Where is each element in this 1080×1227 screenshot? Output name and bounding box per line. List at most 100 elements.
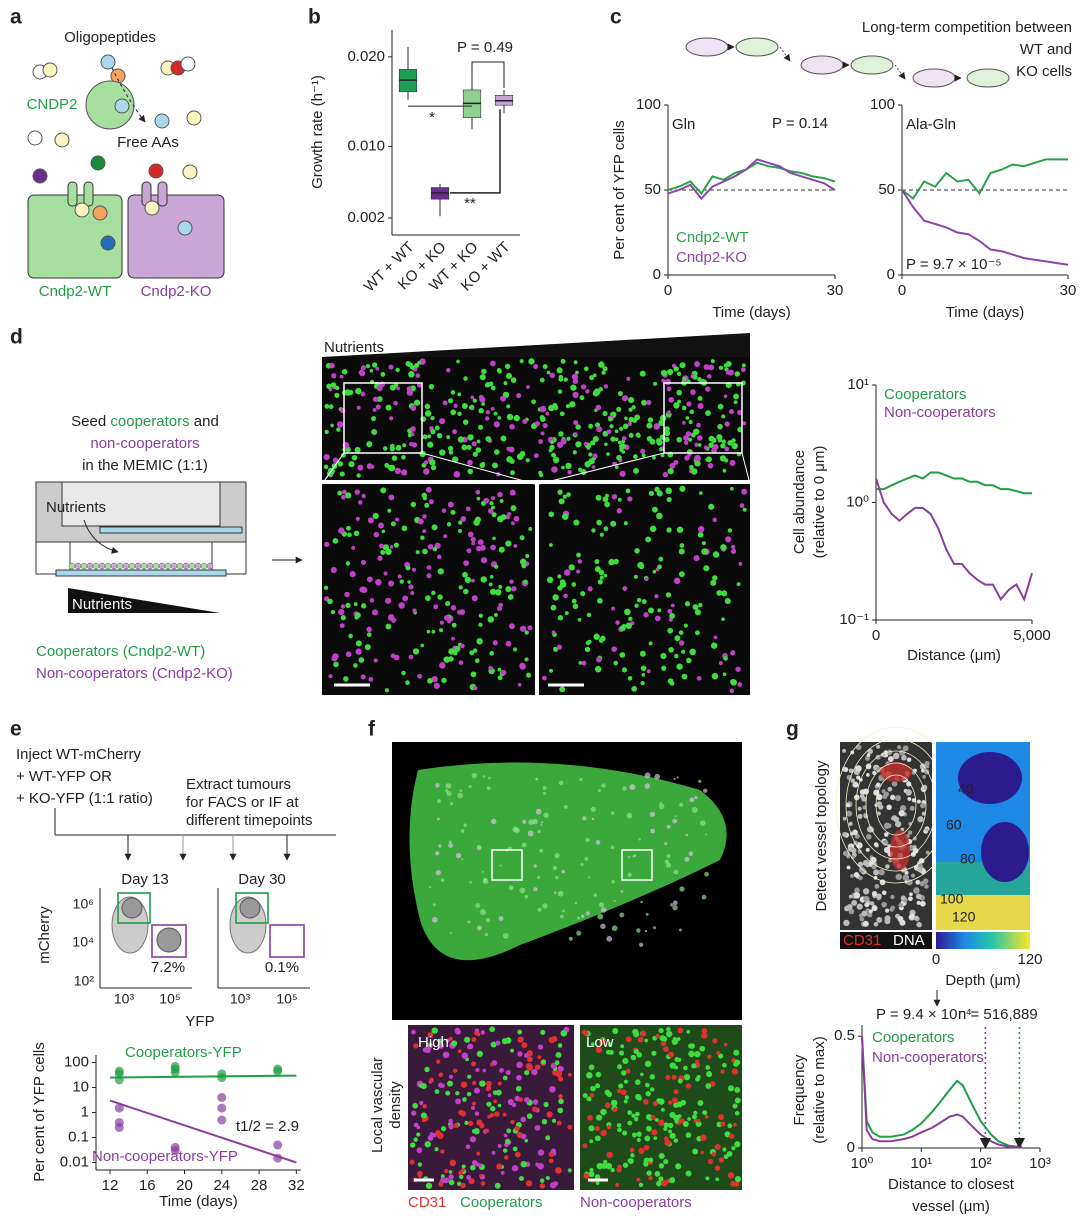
decoration [673,577,681,585]
decoration [371,609,379,616]
decoration [382,544,389,551]
decoration [587,586,593,592]
decoration [389,545,394,549]
decoration [393,654,400,661]
x-tick-label: 16 [139,1177,156,1194]
decoration [614,437,619,442]
decoration [371,429,378,435]
decoration [627,1158,632,1163]
decoration [843,767,849,773]
decoration [703,445,708,450]
decoration [850,847,857,854]
decoration [694,442,699,447]
decoration [438,1042,445,1049]
decoration [393,542,399,548]
decoration [663,1046,669,1052]
x-axis-label: vessel (μm) [912,1198,990,1215]
decoration [884,832,889,837]
decoration [625,1036,632,1043]
decoration [429,1132,434,1136]
decoration [679,485,686,492]
decoration [445,1038,450,1043]
decoration [577,559,583,564]
decoration [377,522,384,529]
fit-line [109,1074,297,1079]
decoration [541,1118,548,1125]
decoration [450,390,456,395]
decoration [354,446,361,453]
decoration [620,1044,625,1049]
decoration [571,373,579,381]
decoration [677,1078,683,1084]
decoration [688,420,693,425]
decoration [685,833,688,837]
decoration [460,516,467,522]
decoration [640,1030,647,1037]
decoration [666,1026,671,1032]
legend: Non-cooperators (Cndp2-KO) [36,665,233,682]
decoration [662,471,669,478]
axis-label: mCherry [36,906,53,964]
decoration [712,1038,718,1044]
decoration [902,745,909,752]
decoration [908,896,913,902]
decoration [467,531,474,538]
decoration [516,1074,522,1081]
decoration [561,869,566,874]
decoration [646,435,653,442]
decoration [390,521,396,527]
decoration [692,374,698,380]
decoration [502,1112,507,1117]
decoration [554,1060,560,1066]
decoration [735,666,741,672]
decoration [644,1082,650,1088]
decoration [734,1175,742,1183]
decoration [887,756,894,762]
decoration [519,558,527,565]
decoration [461,858,464,861]
decoration [873,921,879,927]
decoration [421,452,536,485]
decoration [401,455,406,460]
decoration [728,409,735,415]
decoration [384,688,390,693]
decoration [718,365,724,370]
decoration [506,404,511,409]
decoration [597,579,603,585]
decoration [873,842,879,847]
decoration [466,1174,472,1180]
decoration [649,525,657,533]
decoration [353,602,358,607]
decoration [715,1177,720,1182]
decoration [733,1123,737,1127]
decoration [425,1182,433,1189]
decoration [724,446,730,452]
decoration [606,1151,613,1159]
decoration [486,1080,492,1087]
decoration [83,181,94,207]
decoration [532,1106,538,1112]
decoration [679,543,685,548]
decoration [656,439,663,446]
decoration [577,916,581,920]
decoration [537,1044,544,1050]
decoration [460,1182,466,1189]
decoration [852,829,858,836]
decoration [702,1110,708,1116]
decoration [741,452,751,485]
decoration [625,622,632,629]
x-axis-label: Time (days) [712,304,791,321]
decoration [524,1053,529,1058]
decoration [705,410,711,416]
tick-label: 10⁶ [73,896,94,912]
decoration [473,686,478,691]
decoration [424,502,430,508]
decoration [523,579,528,585]
decoration [517,1051,523,1057]
decoration [668,647,674,653]
decoration [859,916,865,922]
y-tick-label: 0.002 [347,209,385,226]
decoration [455,852,462,859]
decoration [848,821,853,826]
decoration [348,461,355,468]
